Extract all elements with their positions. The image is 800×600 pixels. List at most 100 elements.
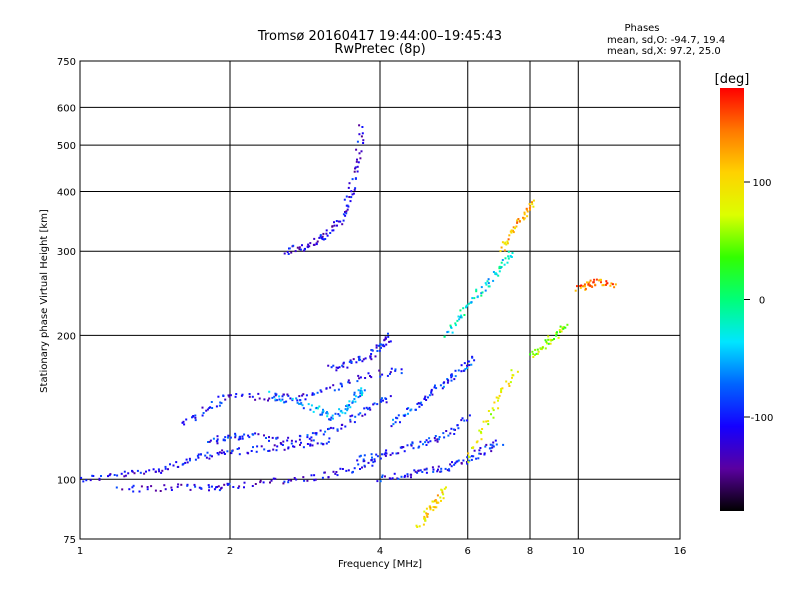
data-point	[526, 215, 529, 218]
data-point	[507, 257, 510, 260]
data-point	[468, 414, 471, 417]
data-point	[499, 250, 502, 253]
data-point	[342, 219, 345, 222]
data-point	[243, 481, 246, 484]
data-point	[466, 364, 468, 367]
data-point	[424, 519, 427, 522]
data-point	[531, 201, 533, 204]
data-point	[376, 480, 379, 483]
data-point	[226, 450, 229, 453]
data-point	[511, 376, 513, 379]
data-point	[423, 510, 426, 513]
data-point	[495, 396, 498, 399]
data-point	[354, 415, 357, 418]
data-point	[367, 372, 370, 375]
data-point	[436, 470, 439, 473]
data-point	[600, 281, 602, 284]
data-point	[356, 140, 359, 143]
data-point	[359, 376, 362, 379]
data-point	[509, 230, 512, 233]
data-point	[471, 356, 474, 359]
data-point	[439, 384, 442, 387]
data-point	[321, 476, 324, 479]
data-point	[354, 400, 357, 403]
data-point	[522, 216, 524, 219]
data-point	[385, 401, 388, 404]
data-point	[181, 421, 184, 424]
y-tick-label: 100	[57, 475, 76, 486]
data-point	[374, 355, 377, 358]
data-point	[188, 457, 191, 460]
data-point	[383, 345, 386, 348]
data-point	[289, 397, 292, 400]
data-point	[241, 393, 244, 396]
data-point	[492, 441, 495, 444]
data-point	[360, 135, 363, 138]
data-point	[206, 451, 209, 454]
data-point	[449, 463, 452, 466]
colorbar-tick-label: -100	[751, 413, 774, 424]
data-point	[215, 405, 218, 408]
data-point	[412, 447, 415, 450]
data-point	[315, 433, 318, 436]
data-point	[216, 452, 219, 454]
data-point	[285, 400, 288, 403]
data-point	[584, 287, 587, 290]
data-point	[480, 438, 483, 441]
data-point	[338, 408, 341, 411]
data-point	[434, 435, 437, 437]
data-point	[216, 438, 219, 441]
data-point	[423, 398, 426, 400]
data-point	[223, 483, 226, 486]
data-point	[347, 381, 350, 384]
data-point	[446, 381, 449, 384]
data-point	[226, 483, 229, 486]
data-point	[446, 331, 449, 334]
colorbar-ticks: 100 0 -100	[744, 178, 773, 424]
data-point	[353, 467, 356, 470]
data-point	[354, 166, 357, 169]
data-point	[218, 489, 221, 492]
data-point	[434, 384, 436, 387]
data-point	[435, 387, 438, 390]
data-point	[254, 432, 257, 435]
data-point	[131, 470, 134, 473]
data-point	[290, 442, 293, 445]
data-point	[207, 484, 210, 487]
data-point	[424, 395, 427, 398]
data-point	[498, 270, 501, 273]
data-point	[546, 342, 548, 345]
y-tick-label: 300	[57, 247, 76, 258]
data-point	[501, 387, 504, 390]
data-point	[270, 479, 273, 482]
data-point	[511, 374, 514, 377]
data-point	[595, 278, 598, 281]
data-point	[154, 470, 157, 473]
data-point	[500, 389, 503, 392]
data-point	[466, 367, 468, 369]
data-point	[442, 497, 445, 500]
data-point	[463, 362, 466, 365]
data-point	[407, 407, 410, 410]
data-point	[495, 273, 498, 276]
data-point	[410, 476, 412, 479]
data-point	[487, 423, 490, 426]
data-point	[450, 427, 453, 430]
data-point	[432, 509, 435, 512]
data-point	[373, 402, 376, 405]
data-point	[371, 456, 373, 459]
data-point	[345, 469, 348, 472]
data-point	[132, 484, 135, 487]
data-point	[91, 474, 94, 477]
data-point	[349, 418, 352, 421]
data-point	[432, 500, 435, 503]
data-point	[370, 353, 373, 355]
data-point	[359, 395, 362, 398]
data-point	[414, 470, 417, 473]
data-point	[466, 461, 468, 463]
data-point	[457, 315, 460, 318]
data-point	[443, 436, 446, 439]
data-point	[507, 255, 510, 258]
data-point	[484, 289, 487, 292]
